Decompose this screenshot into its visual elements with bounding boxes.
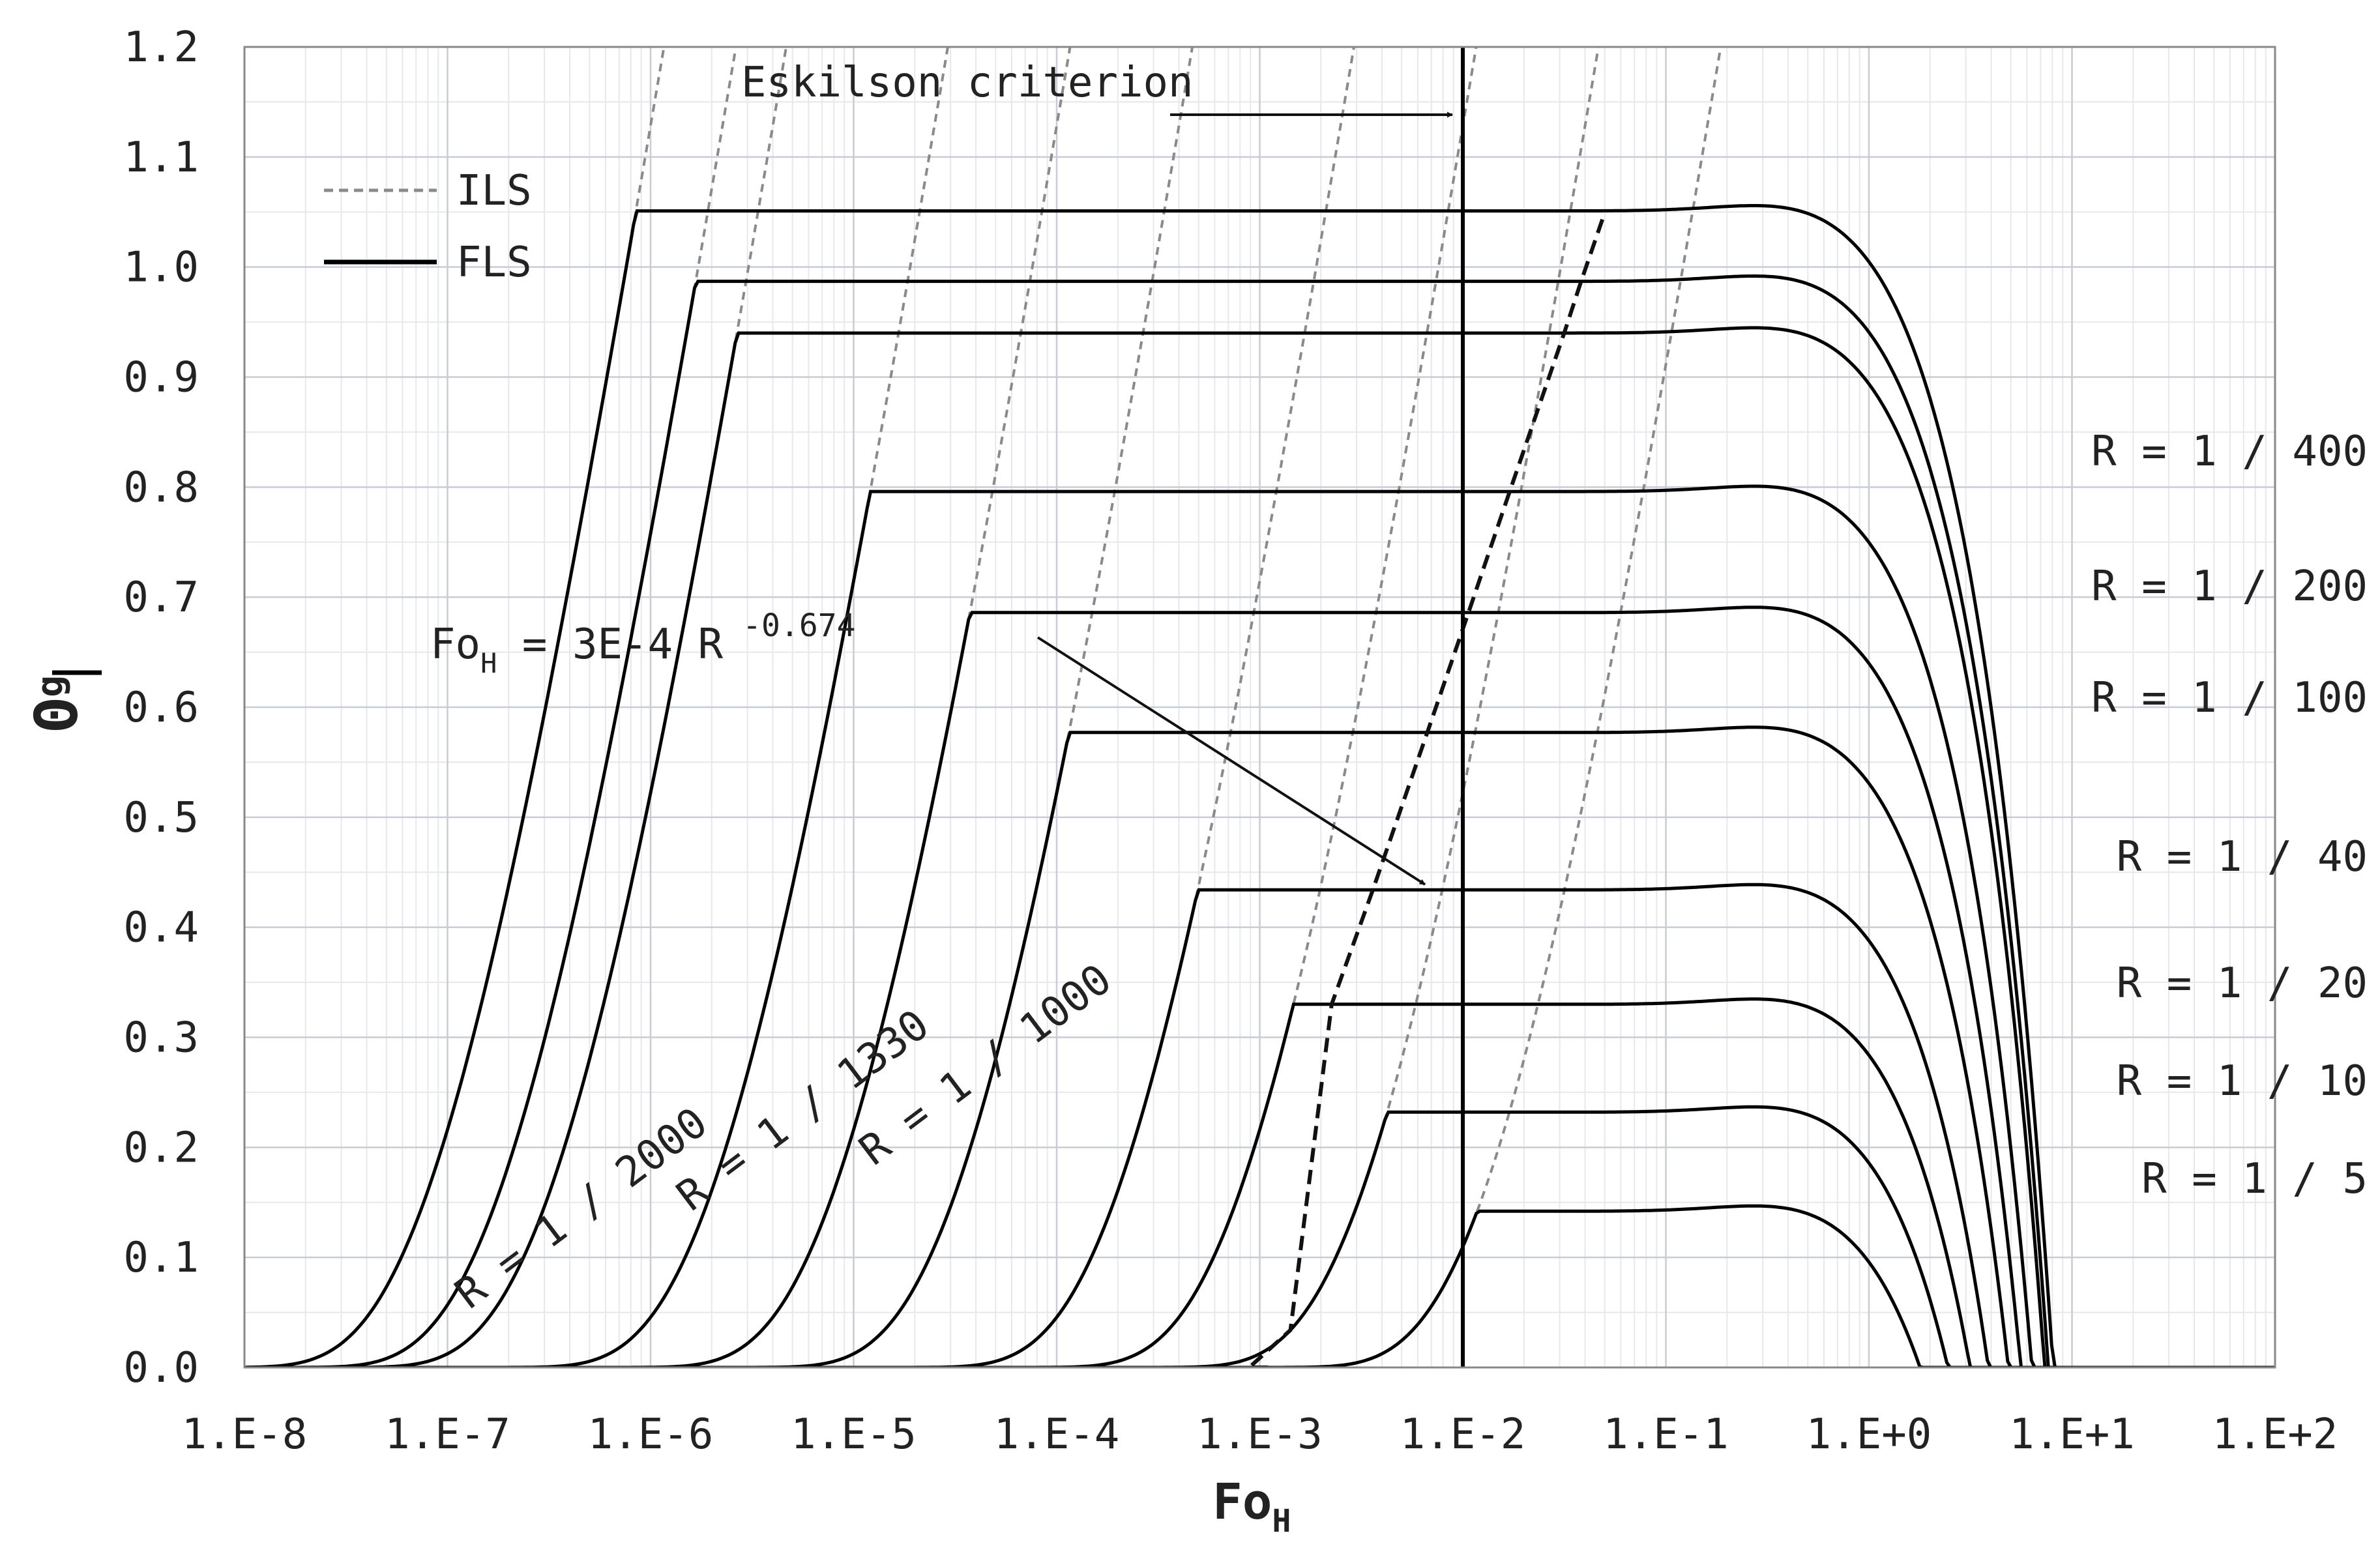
y-tick-label: 0.8: [123, 463, 199, 512]
y-tick-label: 0.3: [123, 1014, 199, 1062]
x-tick-label: 1.E+2: [2212, 1410, 2338, 1459]
y-tick-label: 1.0: [123, 244, 199, 292]
fls-curve: [244, 1105, 2275, 1367]
axis-titles: FoH Θg: [23, 670, 1291, 1540]
fls-curve: [244, 274, 2275, 1367]
correlation-rest: = 3E-4 R: [497, 621, 723, 669]
y-axis-title: Θg: [23, 670, 102, 733]
y-axis-title-sub: g: [29, 675, 72, 697]
x-axis-title-main: Fo: [1212, 1472, 1272, 1530]
plot-frame: [243, 46, 2276, 1369]
correlation-sub: H: [480, 647, 497, 679]
series-label: R = 1 / 200: [2091, 562, 2368, 611]
fls-lines: [244, 204, 2275, 1367]
correlation-fo: Fo: [430, 621, 480, 669]
tick-labels: 1.E-8 1.E-7 1.E-6 1.E-5 1.E-4 1.E-3 1.E-2 1.E-1…: [123, 23, 2338, 1459]
series-label: R = 1 / 100: [2091, 674, 2368, 722]
eskilson-label: Eskilson criterion: [741, 59, 1194, 107]
x-tick-label: 1.E+0: [1806, 1410, 1932, 1459]
x-tick-label: 1.E-5: [791, 1410, 917, 1459]
annotations: Eskilson criterion FoH = 3E-4 R -0.674 R = …: [430, 59, 2368, 1319]
correlation-exponent: -0.674: [742, 607, 855, 644]
legend-label: ILS: [456, 167, 532, 215]
x-tick-label: 1.E-8: [182, 1410, 308, 1459]
y-tick-label: 0.4: [123, 904, 199, 952]
correlation-curve: [1246, 210, 1608, 1367]
y-axis-title-text: Θg: [23, 675, 91, 733]
x-tick-label: 1.E-4: [994, 1410, 1120, 1459]
y-tick-label: 0.5: [123, 794, 199, 842]
correlation-arrow: [1036, 636, 1426, 886]
x-tick-label: 1.E-3: [1197, 1410, 1323, 1459]
fls-curve: [244, 326, 2275, 1367]
legend: ILS FLS: [324, 167, 532, 287]
series-label: R = 1 / 400: [2091, 428, 2368, 476]
x-tick-label: 1.E+1: [2009, 1410, 2135, 1459]
series-label: R = 1 / 40: [2117, 833, 2368, 881]
y-axis-title-main: Θ: [23, 697, 91, 733]
y-tick-label: 0.6: [123, 684, 199, 732]
y-tick-label: 1.1: [123, 134, 199, 182]
series-label-rotated: R = 1 / 2000: [447, 1098, 716, 1318]
fls-curve: [244, 725, 2275, 1367]
x-tick-label: 1.E-1: [1603, 1410, 1729, 1459]
y-tick-label: 0.1: [123, 1234, 199, 1282]
fls-curve: [244, 606, 2275, 1367]
x-axis-title: FoH: [1212, 1472, 1291, 1540]
overlays: [1246, 47, 1608, 1367]
fls-curve: [244, 883, 2275, 1367]
x-axis-title-sub: H: [1272, 1503, 1291, 1540]
x-tick-label: 1.E-6: [588, 1410, 714, 1459]
fls-curve: [244, 484, 2275, 1367]
series-label: R = 1 / 20: [2117, 959, 2368, 1008]
x-tick-label: 1.E-2: [1400, 1410, 1526, 1459]
y-tick-label: 0.7: [123, 574, 199, 622]
series-label: R = 1 / 10: [2117, 1057, 2368, 1105]
y-tick-label: 0.0: [123, 1344, 199, 1392]
fls-curve: [244, 204, 2275, 1367]
legend-label: FLS: [456, 239, 532, 287]
axes: [243, 46, 2276, 1369]
y-tick-label: 1.2: [123, 23, 199, 72]
x-tick-label: 1.E-7: [385, 1410, 510, 1459]
y-tick-label: 0.2: [123, 1124, 199, 1172]
y-tick-label: 0.9: [123, 354, 199, 402]
fls-curve: [244, 997, 2275, 1367]
correlation-label: FoH = 3E-4 R -0.674: [430, 607, 856, 679]
series-label: R = 1 / 5: [2141, 1155, 2368, 1203]
